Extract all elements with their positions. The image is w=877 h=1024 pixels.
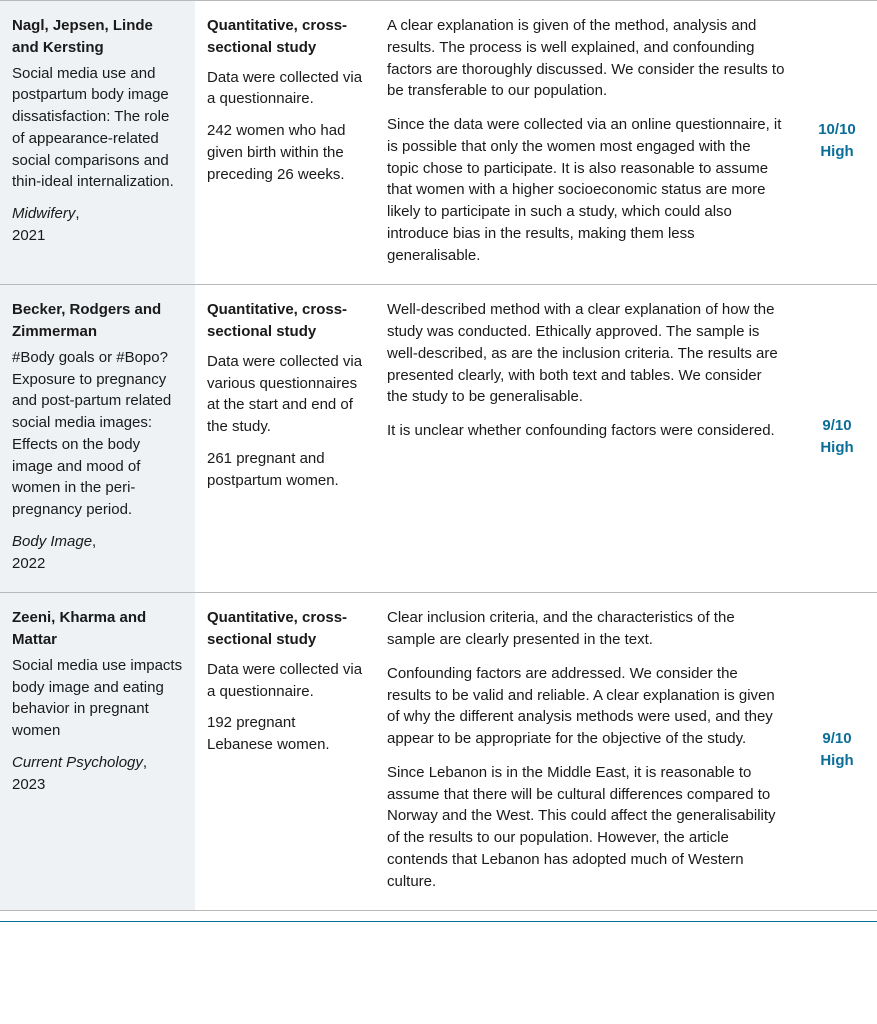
- summary-para: Well-described method with a clear expla…: [387, 299, 785, 408]
- method-sample: 242 women who had given birth within the…: [207, 120, 363, 185]
- cell-summary: A clear explanation is given of the meth…: [375, 1, 797, 285]
- summary-para: It is unclear whether confounding factor…: [387, 420, 785, 442]
- method-sample: 261 pregnant and postpartum women.: [207, 448, 363, 492]
- method-detail: Data were collected via a questionnaire.: [207, 659, 363, 703]
- journal-comma: ,: [92, 533, 96, 550]
- method-type: Quantitative, cross-sectional study: [207, 607, 363, 651]
- summary-para: A clear explanation is given of the meth…: [387, 15, 785, 102]
- cell-authors: Becker, Rodgers and Zimmerman #Body goal…: [0, 285, 195, 593]
- table-row: Zeeni, Kharma and Mattar Social media us…: [0, 593, 877, 911]
- study-title: Social media use impacts body image and …: [12, 655, 183, 742]
- cell-summary: Well-described method with a clear expla…: [375, 285, 797, 593]
- summary-para: Since the data were collected via an onl…: [387, 114, 785, 266]
- cell-score: 9/10 High: [797, 285, 877, 593]
- score-label: High: [809, 437, 865, 459]
- end-rule: [0, 921, 877, 922]
- method-sample: 192 pregnant Lebanese women.: [207, 712, 363, 756]
- year: 2021: [12, 225, 183, 247]
- cell-authors: Nagl, Jepsen, Linde and Kersting Social …: [0, 1, 195, 285]
- authors: Becker, Rodgers and Zimmerman: [12, 299, 183, 343]
- summary-para: Confounding factors are addressed. We co…: [387, 663, 785, 750]
- score-label: High: [809, 141, 865, 163]
- method-detail: Data were collected via various question…: [207, 351, 363, 438]
- journal: Body Image: [12, 533, 92, 550]
- table-row: Becker, Rodgers and Zimmerman #Body goal…: [0, 285, 877, 593]
- journal: Midwifery: [12, 205, 75, 222]
- journal-comma: ,: [75, 205, 79, 222]
- method-type: Quantitative, cross-sectional study: [207, 15, 363, 59]
- study-title: Social media use and postpartum body ima…: [12, 63, 183, 194]
- score-value: 9/10: [809, 415, 865, 437]
- table: Nagl, Jepsen, Linde and Kersting Social …: [0, 0, 877, 911]
- study-title: #Body goals or #Bopo? Exposure to pregna…: [12, 347, 183, 521]
- method-type: Quantitative, cross-sectional study: [207, 299, 363, 343]
- year: 2023: [12, 774, 183, 796]
- score-value: 9/10: [809, 728, 865, 750]
- journal: Current Psychology: [12, 754, 143, 771]
- year: 2022: [12, 553, 183, 575]
- cell-authors: Zeeni, Kharma and Mattar Social media us…: [0, 593, 195, 911]
- cell-method: Quantitative, cross-sectional study Data…: [195, 285, 375, 593]
- table-row: Nagl, Jepsen, Linde and Kersting Social …: [0, 1, 877, 285]
- authors: Zeeni, Kharma and Mattar: [12, 607, 183, 651]
- journal-comma: ,: [143, 754, 147, 771]
- method-detail: Data were collected via a questionnaire.: [207, 67, 363, 111]
- score-value: 10/10: [809, 119, 865, 141]
- summary-para: Clear inclusion criteria, and the charac…: [387, 607, 785, 651]
- cell-method: Quantitative, cross-sectional study Data…: [195, 1, 375, 285]
- cell-summary: Clear inclusion criteria, and the charac…: [375, 593, 797, 911]
- cell-method: Quantitative, cross-sectional study Data…: [195, 593, 375, 911]
- cell-score: 10/10 High: [797, 1, 877, 285]
- authors: Nagl, Jepsen, Linde and Kersting: [12, 15, 183, 59]
- evidence-table: Nagl, Jepsen, Linde and Kersting Social …: [0, 0, 877, 922]
- score-label: High: [809, 750, 865, 772]
- cell-score: 9/10 High: [797, 593, 877, 911]
- summary-para: Since Lebanon is in the Middle East, it …: [387, 762, 785, 893]
